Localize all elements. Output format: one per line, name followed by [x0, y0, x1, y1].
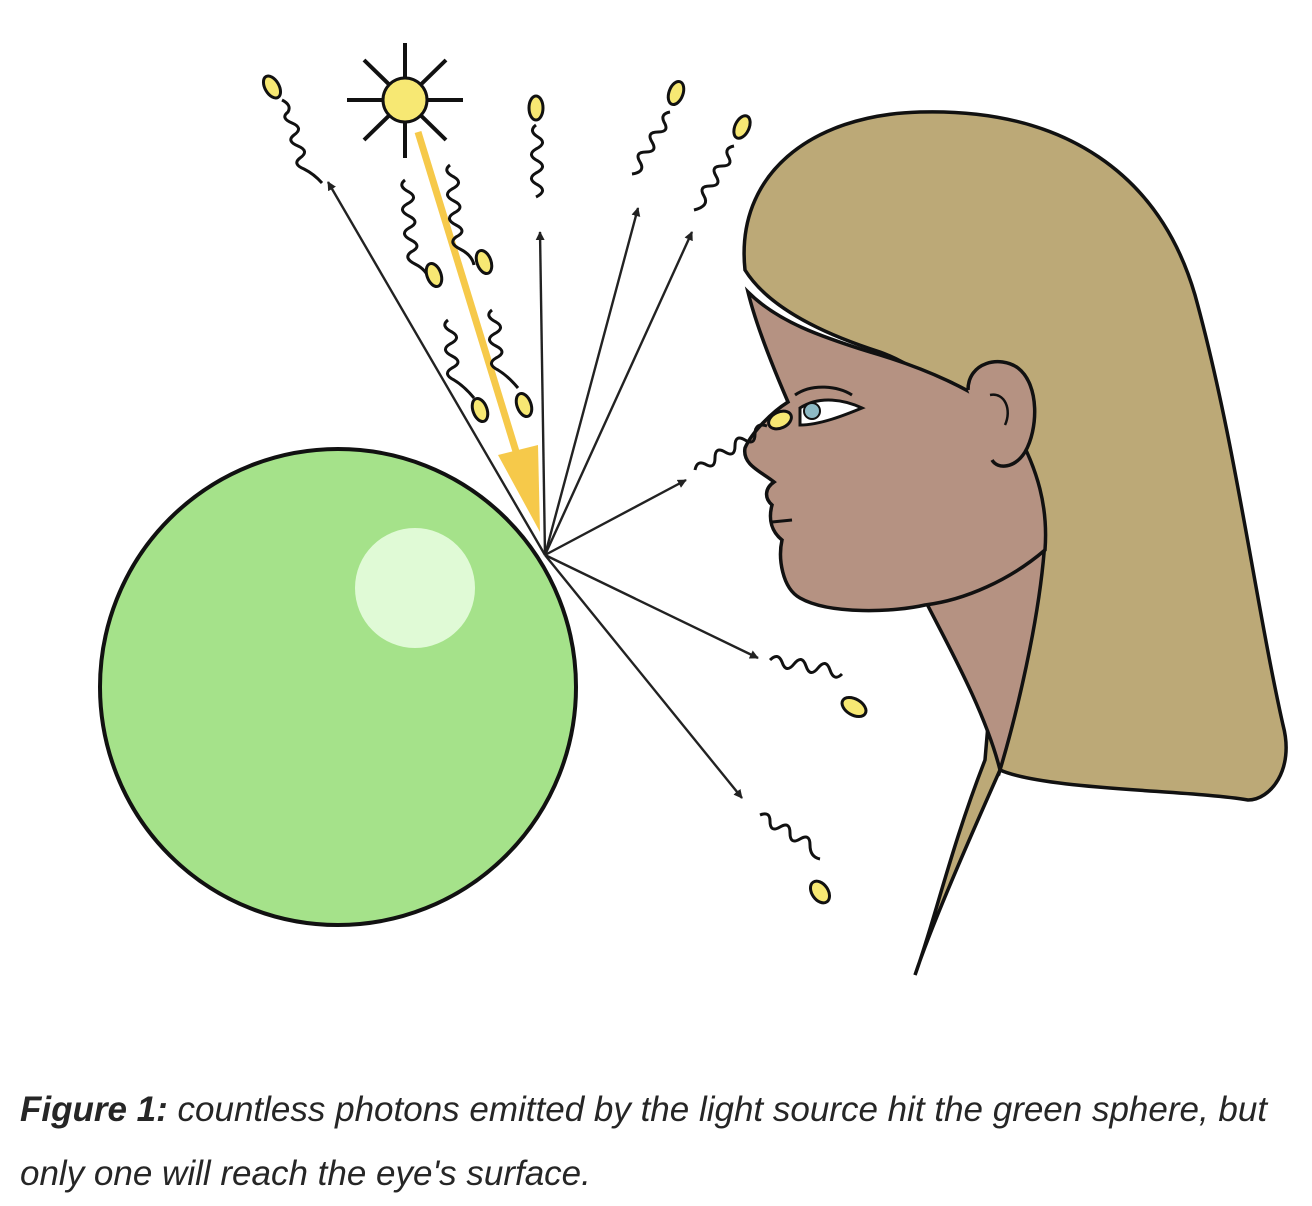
photon-reflection-diagram — [98, 43, 1288, 976]
photon-icon — [527, 94, 545, 199]
photon-icon — [261, 74, 324, 185]
caption-label: Figure 1: — [20, 1090, 168, 1129]
ray — [544, 554, 743, 799]
green-sphere — [98, 447, 578, 927]
ray — [543, 207, 641, 556]
reflected-rays — [326, 181, 759, 799]
ray — [544, 553, 759, 660]
caption-text: countless photons emitted by the light s… — [20, 1090, 1268, 1193]
photon-icon — [443, 318, 490, 424]
ray — [326, 181, 547, 556]
photon-icon — [487, 308, 534, 419]
photon-icon — [759, 812, 832, 905]
incoming-ray — [414, 130, 540, 532]
ray — [544, 478, 687, 557]
sun-icon — [347, 43, 463, 158]
photon-icon — [693, 114, 752, 212]
ear — [966, 359, 1037, 468]
ray — [543, 231, 694, 556]
photon-icon — [445, 163, 494, 276]
photon-icon — [631, 79, 686, 176]
photon-icon — [693, 409, 793, 471]
eye-icon — [794, 385, 866, 427]
ray — [535, 231, 547, 556]
photon-icon — [768, 655, 868, 718]
photon-icon — [400, 178, 444, 289]
figure-caption: Figure 1: countless photons emitted by t… — [20, 1078, 1292, 1206]
face — [743, 286, 1048, 613]
